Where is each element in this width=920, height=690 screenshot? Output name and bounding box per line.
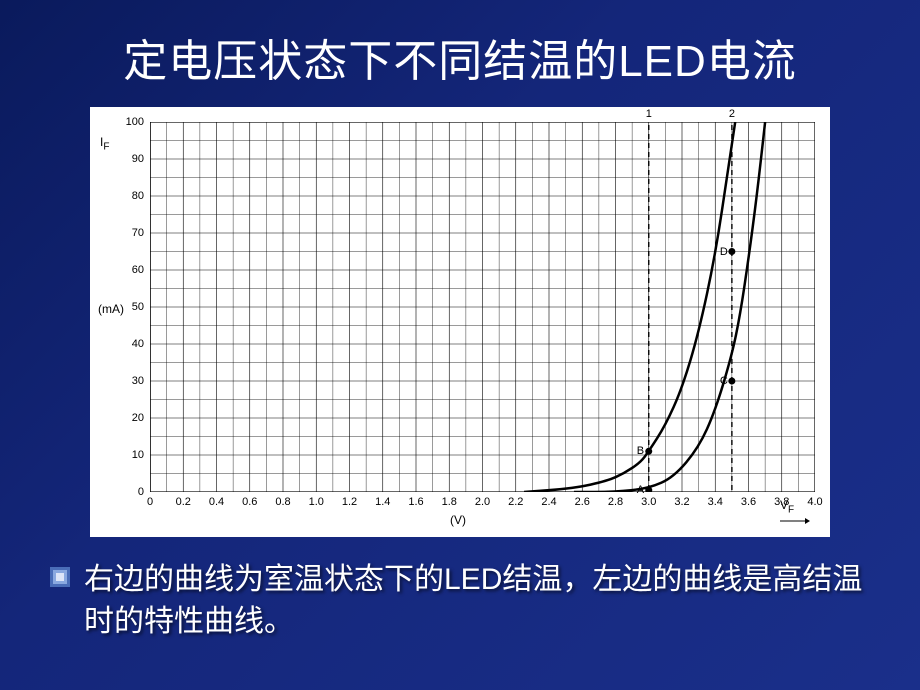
x-tick: 0.6 [242, 496, 257, 508]
y-tick: 0 [122, 486, 144, 498]
x-tick: 0.8 [275, 496, 290, 508]
y-axis-unit: (mA) [98, 302, 124, 316]
y-tick: 70 [122, 227, 144, 239]
x-tick: 2.0 [475, 496, 490, 508]
y-tick: 100 [122, 116, 144, 128]
caption-text: 右边的曲线为室温状态下的LED结温，左边的曲线是高结温时的特性曲线。 [84, 559, 880, 643]
x-tick: 2.2 [508, 496, 523, 508]
marker-label: D [720, 246, 728, 258]
marker-label: B [637, 445, 644, 457]
slide-title: 定电压状态下不同结温的LED电流 [40, 25, 880, 89]
y-tick: 60 [122, 264, 144, 276]
y-tick: 40 [122, 338, 144, 350]
x-tick: 3.6 [741, 496, 756, 508]
bullet-icon [50, 567, 70, 587]
x-tick: 1.4 [375, 496, 390, 508]
x-tick: 3.0 [641, 496, 656, 508]
x-tick: 0.2 [176, 496, 191, 508]
marker-label: C [720, 375, 728, 387]
x-tick: 1.8 [442, 496, 457, 508]
chart-svg [150, 122, 815, 492]
x-tick: 1.6 [408, 496, 423, 508]
marker-label: A [637, 484, 644, 496]
y-tick: 50 [122, 301, 144, 313]
slide: 定电压状态下不同结温的LED电流 IF (mA) 010203040506070… [0, 0, 920, 690]
x-tick: 1.0 [309, 496, 324, 508]
x-tick: 3.2 [674, 496, 689, 508]
x-axis-unit: (V) [450, 513, 466, 527]
y-tick: 20 [122, 412, 144, 424]
y-axis-label: IF [100, 135, 109, 152]
ref-label: 2 [729, 108, 735, 120]
y-tick: 10 [122, 449, 144, 461]
ref-label: 1 [646, 108, 652, 120]
y-tick: 90 [122, 153, 144, 165]
x-tick: 2.4 [541, 496, 556, 508]
chart: IF (mA) 0 10 20 30 40 50 60 70 80 90 100 0 0.2 0.4 0.… [90, 107, 830, 537]
x-tick: 0.4 [209, 496, 224, 508]
x-tick: 1.2 [342, 496, 357, 508]
x-tick: 2.8 [608, 496, 623, 508]
x-tick: 3.4 [708, 496, 723, 508]
caption-row: 右边的曲线为室温状态下的LED结温，左边的曲线是高结温时的特性曲线。 [40, 559, 880, 643]
x-tick: 0 [147, 496, 153, 508]
y-tick: 30 [122, 375, 144, 387]
x-tick: 2.6 [575, 496, 590, 508]
x-axis-label: VF [780, 498, 810, 529]
y-tick: 80 [122, 190, 144, 202]
